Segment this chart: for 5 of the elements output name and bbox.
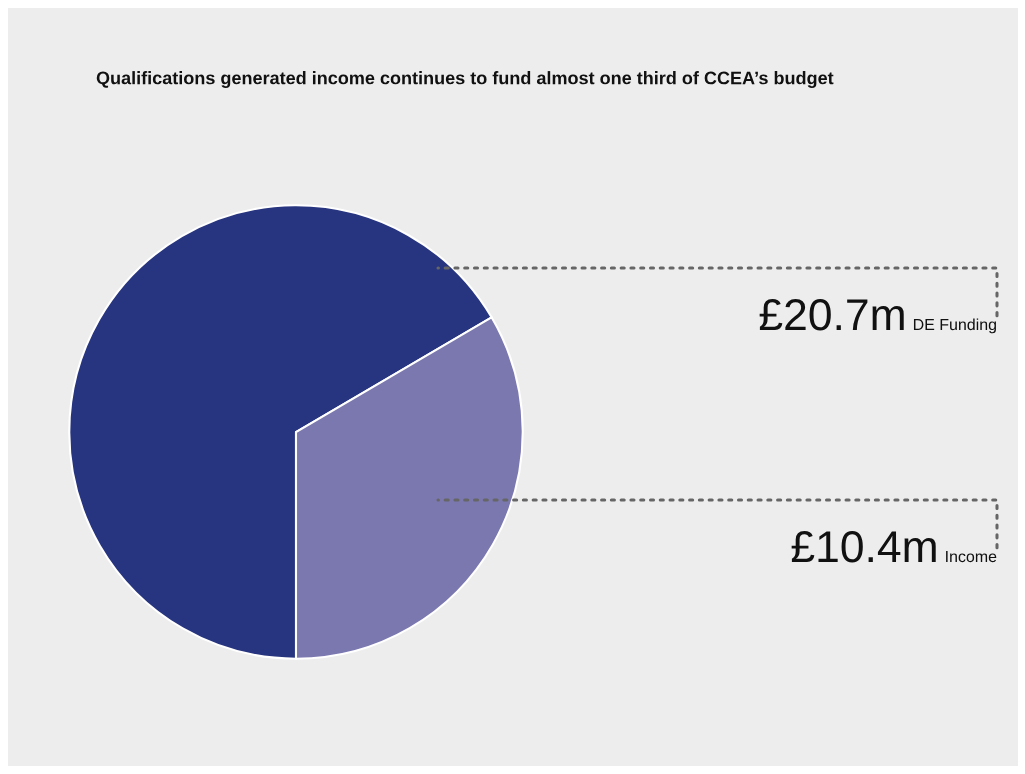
data-label: £20.7m <box>759 298 904 331</box>
chart-title: Qualifications generated income continues to fund almost one third of CCEA’s budget <box>96 71 834 88</box>
data-label: £10.4m <box>791 530 936 563</box>
slice-label: Income <box>946 551 997 563</box>
slice-label: DE Funding <box>913 318 996 334</box>
